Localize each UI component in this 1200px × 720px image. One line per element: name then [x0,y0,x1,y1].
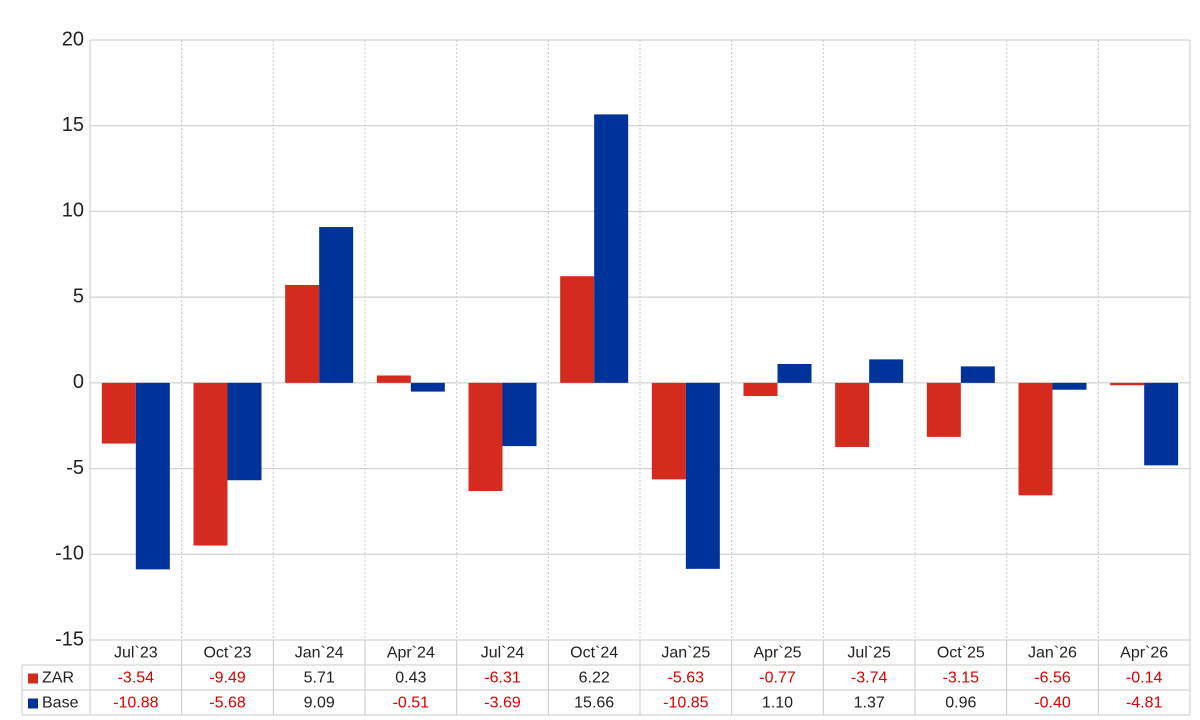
data-label: 5.71 [304,670,335,687]
bar [869,359,904,383]
bar [1144,382,1179,466]
y-tick-label: 5 [73,285,84,307]
bar [376,375,411,383]
x-tick-label: Jan`24 [295,645,344,662]
data-label: -0.14 [1126,670,1163,687]
x-tick-label: Jan`25 [661,645,710,662]
bar [743,382,778,397]
legend-label: ZAR [42,670,74,687]
data-label: -5.63 [668,670,705,687]
x-tick-label: Jul`24 [481,645,525,662]
bar [285,284,320,383]
x-tick-label: Jul`23 [114,645,158,662]
data-label: -5.68 [209,695,246,712]
data-label: -3.54 [118,670,155,687]
data-label: -0.77 [759,670,796,687]
y-tick-label: -5 [66,457,84,479]
x-tick-label: Oct`24 [570,645,618,662]
bar [835,382,870,447]
bar [227,382,262,481]
data-label: 0.96 [945,695,976,712]
bar [319,227,354,383]
bar [1110,382,1145,386]
data-label: -10.88 [113,695,158,712]
bar [560,276,595,383]
legend-label: Base [42,695,79,712]
data-label: 1.10 [762,695,793,712]
bar [468,382,503,492]
bar [135,382,170,570]
x-tick-label: Apr`24 [387,645,435,662]
data-label: -3.15 [943,670,980,687]
data-label: 1.37 [854,695,885,712]
bar [651,382,686,480]
data-label: -0.40 [1034,695,1071,712]
data-label: 6.22 [579,670,610,687]
bar [410,382,445,392]
data-label: -9.49 [209,670,246,687]
y-tick-label: 0 [73,371,84,393]
y-tick-label: 20 [62,28,84,50]
bar [502,382,537,447]
data-label: 9.09 [304,695,335,712]
bar [926,382,961,437]
data-label: -10.85 [663,695,708,712]
data-label: 15.66 [574,695,614,712]
bar [685,382,720,569]
data-label: 0.43 [395,670,426,687]
bar [960,366,995,383]
bar [594,114,629,383]
x-tick-label: Jan`26 [1028,645,1077,662]
data-label: -3.74 [851,670,888,687]
bar [193,382,228,546]
x-tick-label: Apr`25 [753,645,801,662]
x-tick-label: Apr`26 [1120,645,1168,662]
data-label: -6.31 [484,670,521,687]
y-tick-label: 15 [62,114,84,136]
legend-swatch [28,698,38,709]
bar [101,382,136,444]
bar [777,364,812,383]
x-tick-label: Jul`25 [847,645,891,662]
y-tick-label: -10 [55,543,84,565]
y-tick-label: -15 [55,628,84,650]
x-tick-label: Oct`23 [203,645,251,662]
bar [1018,382,1053,496]
data-label: -6.56 [1034,670,1071,687]
legend-swatch [28,673,38,684]
data-label: -0.51 [393,695,430,712]
data-label: -4.81 [1126,695,1163,712]
x-tick-label: Oct`25 [937,645,985,662]
bar [1052,382,1087,390]
data-label: -3.69 [484,695,521,712]
y-tick-label: 10 [62,200,84,222]
